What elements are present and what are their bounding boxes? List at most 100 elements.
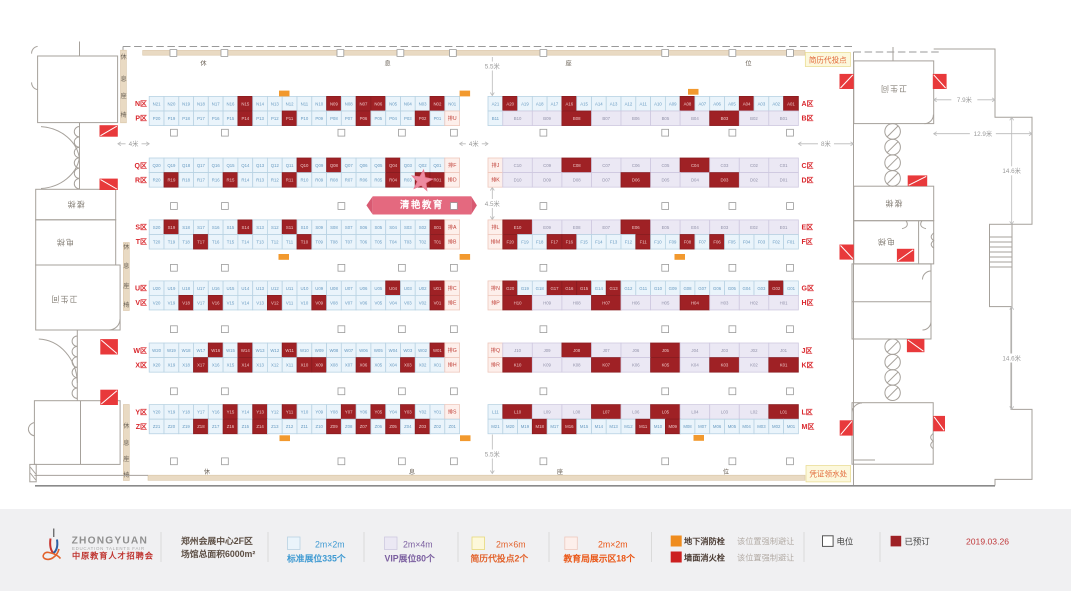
svg-text:S区: S区 <box>135 224 147 232</box>
svg-text:A17: A17 <box>551 101 559 106</box>
svg-text:椅: 椅 <box>121 111 127 119</box>
svg-text:A10: A10 <box>654 101 662 106</box>
svg-text:M18: M18 <box>536 424 545 429</box>
svg-text:座: 座 <box>123 455 129 463</box>
svg-text:X08: X08 <box>330 362 338 367</box>
svg-text:M19: M19 <box>521 424 530 429</box>
svg-text:Y06: Y06 <box>360 410 368 415</box>
svg-text:U11: U11 <box>286 286 294 291</box>
svg-text:W08: W08 <box>329 348 338 353</box>
svg-text:W10: W10 <box>300 348 309 353</box>
svg-text:W07: W07 <box>344 348 353 353</box>
svg-text:VIP展位80个: VIP展位80个 <box>385 553 436 564</box>
svg-text:F13: F13 <box>610 239 618 244</box>
svg-text:W02: W02 <box>418 348 427 353</box>
svg-text:G11: G11 <box>639 286 647 291</box>
svg-text:X13: X13 <box>256 362 264 367</box>
svg-text:U03: U03 <box>404 286 412 291</box>
svg-text:F09: F09 <box>669 239 677 244</box>
svg-text:S18: S18 <box>182 225 190 230</box>
svg-text:A11: A11 <box>640 101 648 106</box>
svg-text:L09: L09 <box>544 410 552 415</box>
svg-text:Q01: Q01 <box>433 163 442 168</box>
svg-text:N21: N21 <box>153 101 161 106</box>
svg-text:简历代投点: 简历代投点 <box>809 55 847 65</box>
svg-text:P03: P03 <box>404 116 412 121</box>
svg-text:息: 息 <box>385 60 391 68</box>
svg-text:Q13: Q13 <box>256 163 265 168</box>
svg-text:7.9米: 7.9米 <box>957 95 973 104</box>
svg-text:B06: B06 <box>632 116 640 121</box>
svg-text:Y09: Y09 <box>315 410 323 415</box>
svg-text:P09: P09 <box>315 116 323 121</box>
svg-text:G14: G14 <box>595 286 604 291</box>
svg-text:E区: E区 <box>802 224 814 232</box>
svg-text:X14: X14 <box>241 362 249 367</box>
svg-text:M21: M21 <box>491 424 500 429</box>
svg-text:D08: D08 <box>573 177 581 182</box>
svg-text:排L: 排L <box>491 223 499 231</box>
svg-text:A13: A13 <box>610 101 618 106</box>
svg-text:M03: M03 <box>757 424 766 429</box>
svg-text:L11: L11 <box>492 410 499 415</box>
svg-text:W09: W09 <box>315 348 324 353</box>
svg-text:J02: J02 <box>751 348 759 353</box>
svg-text:V17: V17 <box>197 300 205 305</box>
svg-text:U02: U02 <box>419 286 427 291</box>
svg-text:T04: T04 <box>389 239 397 244</box>
svg-text:清艳教育: 清艳教育 <box>400 199 444 211</box>
svg-text:N17: N17 <box>212 101 220 106</box>
svg-text:N区: N区 <box>135 100 147 108</box>
svg-text:P16: P16 <box>212 116 220 121</box>
svg-text:F08: F08 <box>684 239 692 244</box>
svg-text:V07: V07 <box>345 300 353 305</box>
svg-text:Y01: Y01 <box>434 410 442 415</box>
svg-text:T20: T20 <box>153 239 161 244</box>
svg-text:S03: S03 <box>404 225 412 230</box>
svg-text:T区: T区 <box>136 238 147 246</box>
svg-text:Y08: Y08 <box>330 410 338 415</box>
svg-text:G02: G02 <box>772 286 781 291</box>
svg-text:L07: L07 <box>603 410 611 415</box>
svg-text:C区: C区 <box>802 162 814 170</box>
svg-text:B11: B11 <box>492 116 500 121</box>
svg-text:EDUCATION TALENTS FAIR: EDUCATION TALENTS FAIR <box>72 546 145 551</box>
svg-text:R15: R15 <box>227 177 235 182</box>
svg-text:Z16: Z16 <box>227 424 235 429</box>
svg-text:A14: A14 <box>595 101 603 106</box>
svg-text:T07: T07 <box>345 239 353 244</box>
svg-text:P12: P12 <box>271 116 279 121</box>
svg-text:N09: N09 <box>330 101 338 106</box>
svg-text:W13: W13 <box>256 348 265 353</box>
svg-text:K03: K03 <box>721 362 729 367</box>
svg-text:G18: G18 <box>536 286 545 291</box>
svg-text:Z07: Z07 <box>360 424 368 429</box>
svg-text:Y14: Y14 <box>241 410 249 415</box>
svg-text:N03: N03 <box>419 101 427 106</box>
svg-text:J04: J04 <box>691 348 699 353</box>
svg-text:C05: C05 <box>661 163 669 168</box>
svg-text:F区: F区 <box>802 238 813 246</box>
svg-text:F14: F14 <box>595 239 603 244</box>
svg-text:F12: F12 <box>625 239 633 244</box>
svg-text:A15: A15 <box>580 101 588 106</box>
svg-text:M02: M02 <box>772 424 781 429</box>
svg-text:R20: R20 <box>153 177 161 182</box>
svg-text:H09: H09 <box>543 300 551 305</box>
svg-text:Y10: Y10 <box>301 410 309 415</box>
svg-text:H03: H03 <box>721 300 729 305</box>
svg-text:N14: N14 <box>256 101 264 106</box>
svg-text:X区: X区 <box>135 361 147 369</box>
svg-text:X01: X01 <box>434 362 442 367</box>
svg-text:X17: X17 <box>197 362 205 367</box>
svg-text:位: 位 <box>745 60 751 68</box>
svg-text:Q16: Q16 <box>212 163 221 168</box>
svg-text:B07: B07 <box>602 116 610 121</box>
svg-text:Q02: Q02 <box>419 163 428 168</box>
svg-text:T08: T08 <box>330 239 338 244</box>
svg-text:Z区: Z区 <box>136 423 147 431</box>
svg-text:G06: G06 <box>713 286 722 291</box>
svg-text:F01: F01 <box>787 239 795 244</box>
svg-text:G区: G区 <box>802 285 814 293</box>
svg-text:已预订: 已预订 <box>905 537 931 547</box>
